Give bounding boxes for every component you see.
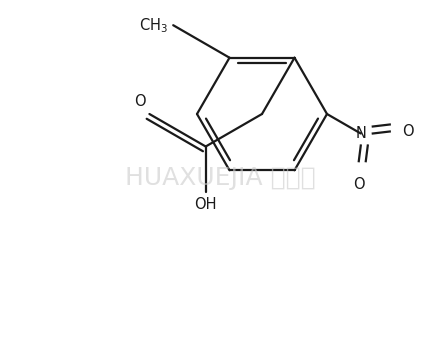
Text: O: O (402, 124, 414, 139)
Text: O: O (134, 94, 145, 109)
Text: OH: OH (194, 197, 217, 212)
Text: O: O (353, 177, 365, 192)
Text: CH$_3$: CH$_3$ (139, 16, 168, 35)
Text: HUAXUEJIA 化学加: HUAXUEJIA 化学加 (125, 166, 315, 190)
Text: N: N (356, 126, 366, 141)
